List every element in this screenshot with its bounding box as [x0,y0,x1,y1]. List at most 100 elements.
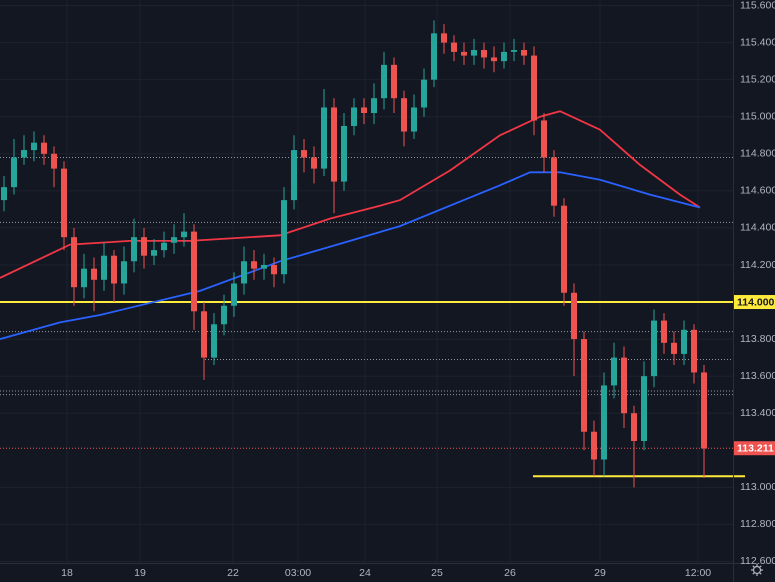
x-tick-label: 18 [61,567,73,579]
candle-body [541,120,547,158]
candle-body [661,320,667,343]
candle-body [261,264,267,269]
y-tick-label: 113.800 [740,333,775,345]
candle-body [431,33,437,80]
candle-body [381,64,387,99]
x-tick-label: 19 [134,567,146,579]
candle-body [361,107,367,114]
candle-body [441,33,447,43]
y-tick-label: 115.600 [740,0,775,11]
y-tick-label: 113.400 [740,407,775,419]
candle-body [601,385,607,460]
x-tick-label: 24 [359,567,371,579]
x-tick-label: 25 [431,567,443,579]
candle-body [561,205,567,293]
candle-body [691,329,697,373]
candle-body [701,372,707,449]
candle-body [111,255,117,284]
moving-average [0,110,701,279]
candle-body [181,231,187,238]
candle-body [311,157,317,169]
candle-body [401,98,407,132]
candle-body [411,107,417,132]
price-label-box [734,295,775,310]
candle-body [151,250,157,256]
candle-body [461,51,467,56]
candle-body [41,142,47,154]
candle-body [31,142,37,151]
candle-body [301,150,307,158]
candle-body [101,255,107,280]
moving-averages [0,110,701,340]
candle-body [281,200,287,275]
candle-body [0,187,7,201]
y-tick-label: 112.600 [740,555,775,567]
y-tick-label: 115.000 [740,111,775,123]
candle-body [531,55,537,121]
y-tick-label: 112.800 [740,518,775,530]
price-label: 113.211 [737,443,774,455]
price-label: 114.000 [737,296,775,308]
candle-body [331,107,337,182]
y-tick-label: 113.000 [740,481,775,493]
candle-body [71,237,77,288]
candle-body [91,268,97,280]
candle-body [511,50,517,52]
candle-body [271,264,277,275]
x-tick-label: 12:00 [685,567,711,579]
candle-body [11,157,17,188]
candle-body [451,42,457,52]
axes: 112.600 112.800 113.000 113.400 113.600 113.8… [61,0,775,579]
candle-body [241,261,247,284]
candle-body [421,79,427,108]
candle-body [131,237,137,262]
candle-body [211,324,217,358]
candle-body [341,126,347,182]
candle-body [171,237,177,243]
candle-body [291,150,297,201]
x-tick-label: 29 [594,567,606,579]
candle-body [481,50,487,58]
gear[interactable] [752,565,762,575]
candle-body [321,107,327,169]
y-tick-label: 114.400 [740,222,775,234]
candle-body [221,305,227,325]
y-tick-label: 114.800 [740,148,775,160]
x-tick-label: 22 [227,567,239,579]
candle-body [611,357,617,386]
y-tick-label: 113.600 [740,370,775,382]
candle-body [141,237,147,256]
candle-body [121,261,127,284]
candle-body [351,107,357,126]
candle-body [591,431,597,460]
candle-body [621,357,627,414]
settings-icon[interactable] [751,564,763,576]
candle-body [371,98,377,114]
candle-body [671,342,677,354]
x-tick-label: 26 [504,567,516,579]
moving-average [0,171,701,340]
candle-body [491,57,497,62]
levels [0,157,745,478]
candle-body [651,320,657,377]
candle-body [551,157,557,206]
candles [0,20,707,488]
candle-body [201,311,207,358]
candle-body [51,153,57,169]
candle-body [641,376,647,441]
candle-body [501,51,507,62]
candle-body [251,261,257,269]
candle-body [681,329,687,354]
x-tick-label: 03:00 [285,567,311,579]
candle-body [521,50,527,56]
gear-teeth[interactable] [751,564,763,576]
grid [0,0,733,563]
candle-body [231,283,237,306]
candle-body [571,292,577,340]
candle-body [471,50,477,56]
candle-body [21,150,27,158]
y-tick-label: 114.600 [740,185,775,197]
candle-body [161,242,167,251]
